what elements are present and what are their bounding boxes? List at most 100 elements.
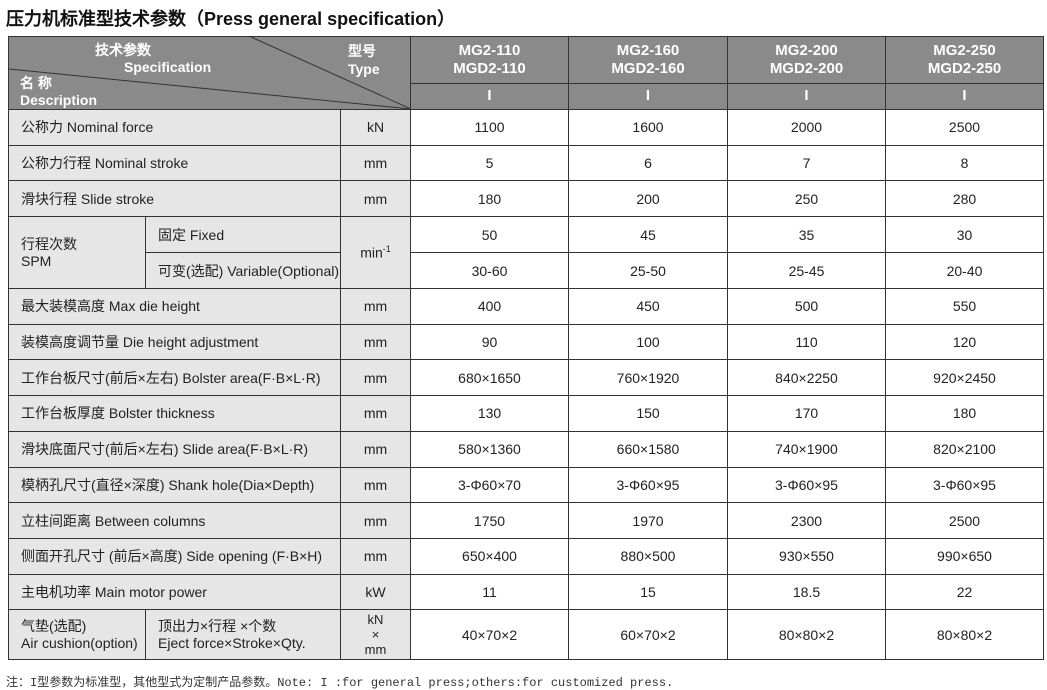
spm-en: SPM <box>21 252 52 269</box>
value-cell: 25-45 <box>727 252 886 290</box>
value-cell: 820×2100 <box>885 430 1044 468</box>
value-cell: 880×500 <box>568 537 728 575</box>
spm-cn: 行程次数 <box>21 235 77 252</box>
page-title: 压力机标准型技术参数（Press general specification） <box>6 9 456 29</box>
model-name: MG2-250 <box>933 41 996 59</box>
spm-label: 行程次数 SPM <box>8 216 146 290</box>
unit-sup: -1 <box>382 244 391 255</box>
table-row: 气垫(选配) Air cushion(option) 顶出力×行程 ×个数 Eject… <box>8 609 1044 661</box>
diagonal-lines <box>9 37 411 109</box>
model-header: MG2-250 MGD2-250 <box>885 36 1044 84</box>
value-cell: 170 <box>727 395 886 432</box>
spec-cn: 技术参数 <box>95 42 151 58</box>
value-cell: 1970 <box>568 502 728 539</box>
value-cell: 80×80×2 <box>885 609 1044 661</box>
row-label: 立柱间距离 Between columns <box>8 502 341 539</box>
row-unit: mm <box>340 288 411 325</box>
value-cell: 40×70×2 <box>410 609 569 661</box>
value-cell: 3-Φ60×70 <box>410 466 569 504</box>
value-cell: 80×80×2 <box>727 609 886 661</box>
unit-text: min <box>360 244 383 261</box>
cushion-sub-label: 顶出力×行程 ×个数 Eject force×Stroke×Qty. <box>145 609 341 661</box>
value-cell: 60×70×2 <box>568 609 728 661</box>
value-cell: 7 <box>727 144 886 182</box>
row-label: 公称力 Nominal force <box>8 109 341 146</box>
model-name: MGD2-110 <box>453 59 526 77</box>
model-name: MGD2-250 <box>927 59 1002 77</box>
model-header: MG2-200 MGD2-200 <box>727 36 886 84</box>
spm-fixed-label: 固定 Fixed <box>145 216 341 254</box>
table-row: 工作台板尺寸(前后×左右) Bolster area(F·B×L·R) mm 680… <box>8 359 1044 397</box>
value-cell: 120 <box>885 323 1044 361</box>
value-cell: 1600 <box>568 109 728 146</box>
value-cell: 930×550 <box>727 537 886 575</box>
value-cell: 550 <box>885 288 1044 325</box>
desc-en: Description <box>20 92 98 108</box>
value-cell: 2000 <box>727 109 886 146</box>
cushion-label: 气垫(选配) Air cushion(option) <box>8 609 146 661</box>
row-unit: mm <box>340 430 411 468</box>
value-cell: 840×2250 <box>727 359 886 397</box>
model-name: MG2-110 <box>458 41 521 59</box>
value-cell: 5 <box>410 144 569 182</box>
row-unit: mm <box>340 395 411 432</box>
row-label: 工作台板尺寸(前后×左右) Bolster area(F·B×L·R) <box>8 359 341 397</box>
row-label: 工作台板厚度 Bolster thickness <box>8 395 341 432</box>
unit-text: × <box>371 627 380 643</box>
value-cell: 650×400 <box>410 537 569 575</box>
type-en: Type <box>348 61 380 77</box>
spm-unit: min-1 <box>340 216 411 290</box>
row-label: 最大装模高度 Max die height <box>8 288 341 325</box>
value-cell: 110 <box>727 323 886 361</box>
model-name: MG2-200 <box>775 41 838 59</box>
value-cell: 500 <box>727 288 886 325</box>
value-cell: 35 <box>727 216 886 254</box>
table-row: 可变(选配) Variable(Optional) 30-60 25-50 25-45… <box>9 252 1044 290</box>
value-cell: 2500 <box>885 109 1044 146</box>
table-row: 行程次数 SPM 固定 Fixed min-1 50 45 35 30 <box>8 216 1044 290</box>
table-row: 公称力行程 Nominal stroke mm 5 6 7 8 <box>8 144 1044 182</box>
table-row: 公称力 Nominal force kN 1100 1600 2000 2500 <box>8 109 1044 146</box>
value-cell: 180 <box>410 180 569 218</box>
value-cell: 6 <box>568 144 728 182</box>
value-cell: 18.5 <box>727 573 886 611</box>
value-cell: 100 <box>568 323 728 361</box>
value-cell: 580×1360 <box>410 430 569 468</box>
row-label: 公称力行程 Nominal stroke <box>8 144 341 182</box>
table-row: 主电机功率 Main motor power kW 11 15 18.5 22 <box>8 573 1044 611</box>
type-cell: I <box>885 82 1044 111</box>
cushion-sub-en: Eject force×Stroke×Qty. <box>158 634 306 651</box>
table-row: 装模高度调节量 Die height adjustment mm 90 100 110 1… <box>8 323 1044 361</box>
desc-cn: 名 称 <box>20 75 52 91</box>
value-cell: 3-Φ60×95 <box>568 466 728 504</box>
cushion-cn: 气垫(选配) <box>21 617 87 634</box>
value-cell: 15 <box>568 573 728 611</box>
row-label: 滑块底面尺寸(前后×左右) Slide area(F·B×L·R) <box>8 430 341 468</box>
table-row: 立柱间距离 Between columns mm 1750 1970 2300 2500 <box>8 502 1044 539</box>
value-cell: 200 <box>568 180 728 218</box>
table-row: 模柄孔尺寸(直径×深度) Shank hole(Dia×Depth) mm 3-Φ6… <box>8 466 1044 504</box>
table-row: 最大装模高度 Max die height mm 400 450 500 550 <box>8 288 1044 325</box>
value-cell: 280 <box>885 180 1044 218</box>
diagonal-header: 技术参数 Specification 型号 Type 名 称 Descripti… <box>9 37 411 109</box>
value-cell: 990×650 <box>885 537 1044 575</box>
value-cell: 1100 <box>410 109 569 146</box>
row-label: 装模高度调节量 Die height adjustment <box>8 323 341 361</box>
value-cell: 150 <box>568 395 728 432</box>
table-row: 滑块行程 Slide stroke mm 180 200 250 280 <box>8 180 1044 218</box>
model-name: MG2-160 <box>616 41 680 59</box>
row-unit: kW <box>340 573 411 611</box>
row-unit: mm <box>340 144 411 182</box>
value-cell: 20-40 <box>885 252 1044 290</box>
value-cell: 3-Φ60×95 <box>885 466 1044 504</box>
value-cell: 680×1650 <box>410 359 569 397</box>
value-cell: 45 <box>568 216 728 254</box>
value-cell: 920×2450 <box>885 359 1044 397</box>
row-unit: mm <box>340 323 411 361</box>
value-cell: 3-Φ60×95 <box>727 466 886 504</box>
row-label: 模柄孔尺寸(直径×深度) Shank hole(Dia×Depth) <box>8 466 341 504</box>
row-unit: mm <box>340 502 411 539</box>
model-name: MGD2-160 <box>611 59 685 77</box>
value-cell: 130 <box>410 395 569 432</box>
value-cell: 90 <box>410 323 569 361</box>
